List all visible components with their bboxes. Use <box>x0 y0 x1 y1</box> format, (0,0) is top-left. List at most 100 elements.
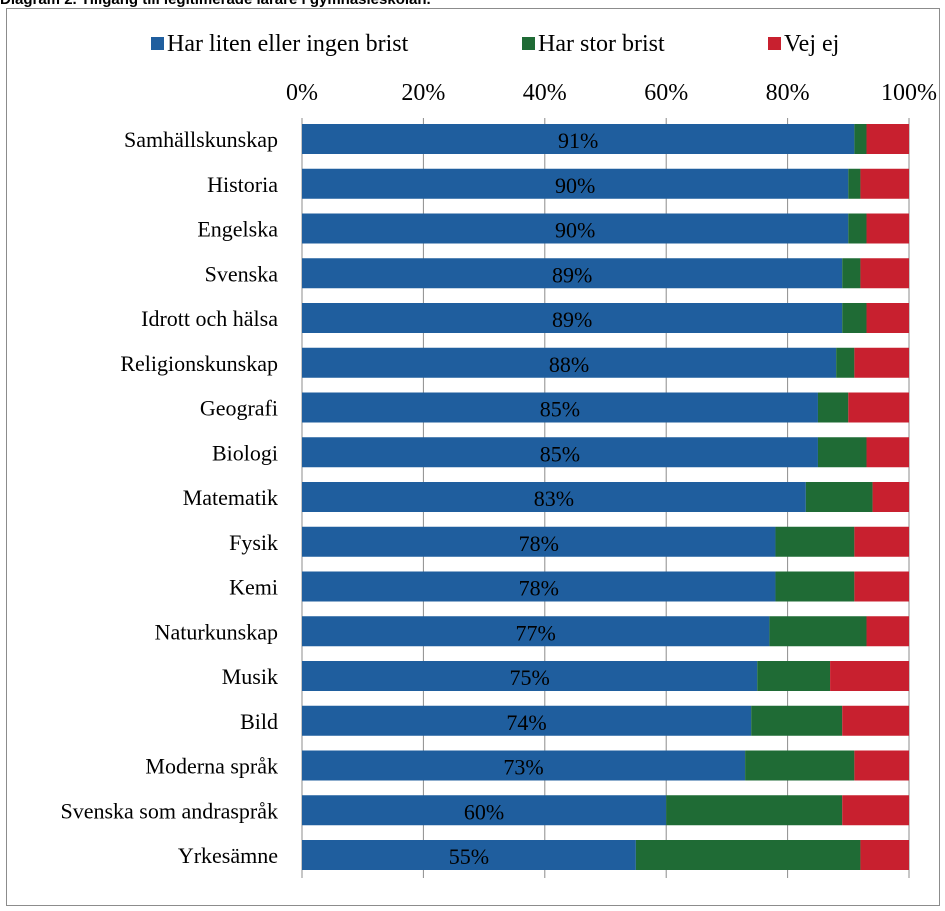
bar-segment <box>302 213 849 244</box>
legend-swatch <box>522 37 535 50</box>
data-label: 90% <box>555 173 595 198</box>
bar-segment <box>302 303 843 333</box>
data-label: 90% <box>555 218 595 243</box>
bar-segment <box>866 124 909 154</box>
bar-segment <box>848 213 867 244</box>
bar-segment <box>842 258 861 289</box>
bar-segment <box>302 258 843 289</box>
bar-segment <box>866 213 909 244</box>
bar-segment <box>302 750 746 781</box>
category-label: Engelska <box>197 217 278 242</box>
bar-segment <box>302 661 758 691</box>
bar-segment <box>302 124 855 154</box>
x-axis-ticks: 0% 20% 40% 60% 80% 100% <box>286 80 937 106</box>
data-label: 75% <box>509 665 549 690</box>
bar-segment <box>302 571 776 602</box>
legend-label: Vej ej <box>784 31 839 57</box>
category-label: Svenska som andraspråk <box>60 798 278 823</box>
legend-swatch <box>151 37 164 50</box>
x-tick-label: 0% <box>286 80 318 106</box>
category-label: Svenska <box>205 261 279 286</box>
bar-segment <box>775 526 855 557</box>
bar-segment <box>860 168 909 199</box>
bar-segment <box>775 571 855 602</box>
bar-segment <box>860 840 909 870</box>
bar-segment <box>751 705 843 736</box>
category-label: Samhällskunskap <box>124 127 278 152</box>
category-label: Kemi <box>229 575 278 600</box>
bar-segment <box>769 616 867 647</box>
bar-segment <box>745 750 855 781</box>
legend-label: Har stor brist <box>538 31 665 57</box>
bar-segment <box>854 347 909 378</box>
x-tick-label: 80% <box>766 80 810 106</box>
category-label: Bild <box>240 709 278 734</box>
data-label: 77% <box>516 620 556 645</box>
bar-segment <box>302 526 776 557</box>
bar-segment <box>836 347 855 378</box>
bar-segment <box>817 437 867 468</box>
data-label: 78% <box>519 531 559 556</box>
bar-segment <box>302 840 636 870</box>
category-label: Naturkunskap <box>155 619 278 644</box>
bar-segment <box>848 168 861 199</box>
x-tick-label: 40% <box>523 80 567 106</box>
bar-segment <box>635 840 861 870</box>
bar-segment <box>854 750 909 781</box>
bar-segment <box>302 392 818 423</box>
bar-segment <box>830 661 909 691</box>
bars: 91% 90% 90% 89% 89% 88% 85% 85% 83% 78% 78% 77% 75% 7… <box>302 124 909 870</box>
data-label: 85% <box>540 441 580 466</box>
x-tick-label: 60% <box>644 80 688 106</box>
category-label: Moderna språk <box>145 754 278 779</box>
data-label: 55% <box>449 844 489 869</box>
bar-segment <box>302 437 818 468</box>
bar-segment <box>854 124 867 154</box>
bar-segment <box>854 571 909 602</box>
bar-segment <box>302 616 770 647</box>
legend: Har liten eller ingen brist Har stor bris… <box>151 31 839 57</box>
data-label: 89% <box>552 307 592 332</box>
legend-swatch <box>768 37 781 50</box>
category-label: Idrott och hälsa <box>141 306 278 331</box>
bar-segment <box>866 616 909 647</box>
legend-label: Har liten eller ingen brist <box>167 31 409 57</box>
data-label: 73% <box>503 755 543 780</box>
data-label: 88% <box>549 352 589 377</box>
x-tick-label: 100% <box>881 80 937 106</box>
data-label: 83% <box>534 486 574 511</box>
data-label: 74% <box>506 710 546 735</box>
category-label: Musik <box>222 664 278 689</box>
bar-segment <box>302 795 667 826</box>
bar-segment <box>866 437 909 468</box>
bar-segment <box>842 705 909 736</box>
x-tick-label: 20% <box>401 80 445 106</box>
bar-segment <box>302 705 752 736</box>
bar-segment <box>666 795 843 826</box>
data-label: 89% <box>552 262 592 287</box>
bar-segment <box>302 168 849 199</box>
category-label: Matematik <box>183 485 278 510</box>
bar-segment <box>757 661 831 691</box>
category-label: Religionskunskap <box>120 351 278 376</box>
bar-segment <box>805 482 873 512</box>
category-label: Geografi <box>200 396 278 421</box>
bar-segment <box>842 795 909 826</box>
category-labels: Samhällskunskap Historia Engelska Svenska Id… <box>60 127 278 868</box>
bar-segment <box>817 392 849 423</box>
category-label: Yrkesämne <box>178 843 278 868</box>
bar-segment <box>860 258 909 289</box>
bar-segment <box>866 303 909 333</box>
bar-segment <box>848 392 909 423</box>
category-label: Biologi <box>212 440 278 465</box>
data-label: 85% <box>540 397 580 422</box>
bar-segment <box>842 303 867 333</box>
category-label: Fysik <box>229 530 278 555</box>
bar-segment <box>854 526 909 557</box>
data-label: 91% <box>558 128 598 153</box>
bar-segment <box>872 482 909 512</box>
category-label: Historia <box>207 172 278 197</box>
chart-frame <box>6 8 940 906</box>
chart-title: Diagram 2. Tillgång till legitimerade lä… <box>0 0 431 8</box>
